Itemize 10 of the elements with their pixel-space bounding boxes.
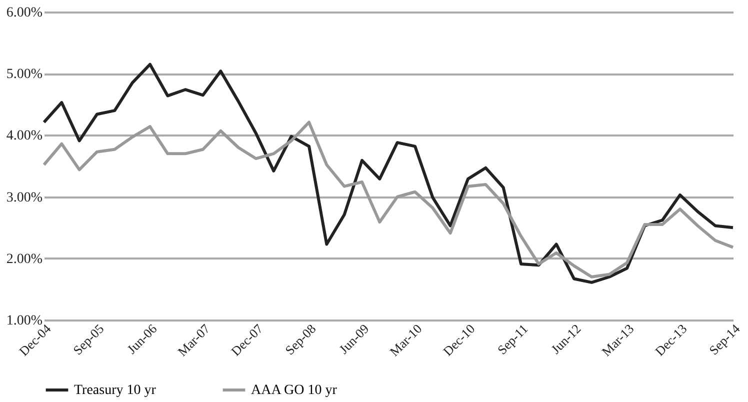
legend-label: AAA GO 10 yr	[251, 383, 338, 398]
line-series	[42, 120, 734, 278]
line-series	[42, 62, 734, 284]
y-tick-label: 6.00%	[6, 6, 43, 20]
y-tick-label: 5.00%	[6, 67, 43, 82]
y-tick-label: 1.00%	[6, 314, 43, 328]
legend-label: Treasury 10 yr	[74, 383, 156, 398]
y-tick-label: 3.00%	[6, 190, 43, 206]
y-tick-label: 2.00%	[6, 252, 43, 267]
y-tick-label: 4.00%	[6, 128, 43, 144]
